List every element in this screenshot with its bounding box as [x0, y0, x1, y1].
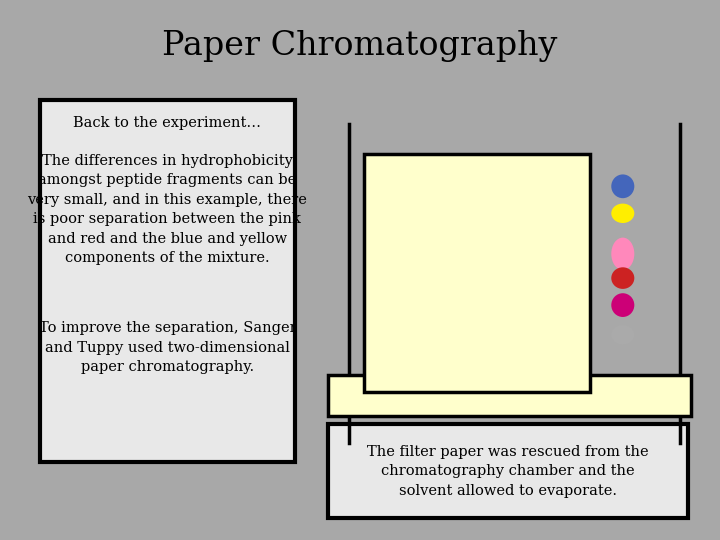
Text: Back to the experiment…: Back to the experiment…	[73, 116, 261, 130]
Text: Paper Chromatography: Paper Chromatography	[162, 30, 558, 62]
FancyBboxPatch shape	[364, 154, 590, 392]
Ellipse shape	[611, 267, 634, 289]
FancyBboxPatch shape	[40, 100, 295, 462]
Ellipse shape	[611, 204, 634, 223]
Ellipse shape	[611, 293, 634, 317]
Text: The filter paper was rescued from the
chromatography chamber and the
solvent all: The filter paper was rescued from the ch…	[366, 444, 649, 498]
Ellipse shape	[611, 174, 634, 198]
FancyBboxPatch shape	[328, 424, 688, 518]
Ellipse shape	[611, 325, 634, 345]
Ellipse shape	[611, 238, 634, 270]
FancyBboxPatch shape	[328, 375, 691, 416]
Text: To improve the separation, Sanger
and Tuppy used two-dimensional
paper chromatog: To improve the separation, Sanger and Tu…	[39, 321, 296, 374]
Text: The differences in hydrophobicity
amongst peptide fragments can be
very small, a: The differences in hydrophobicity amongs…	[27, 154, 307, 265]
